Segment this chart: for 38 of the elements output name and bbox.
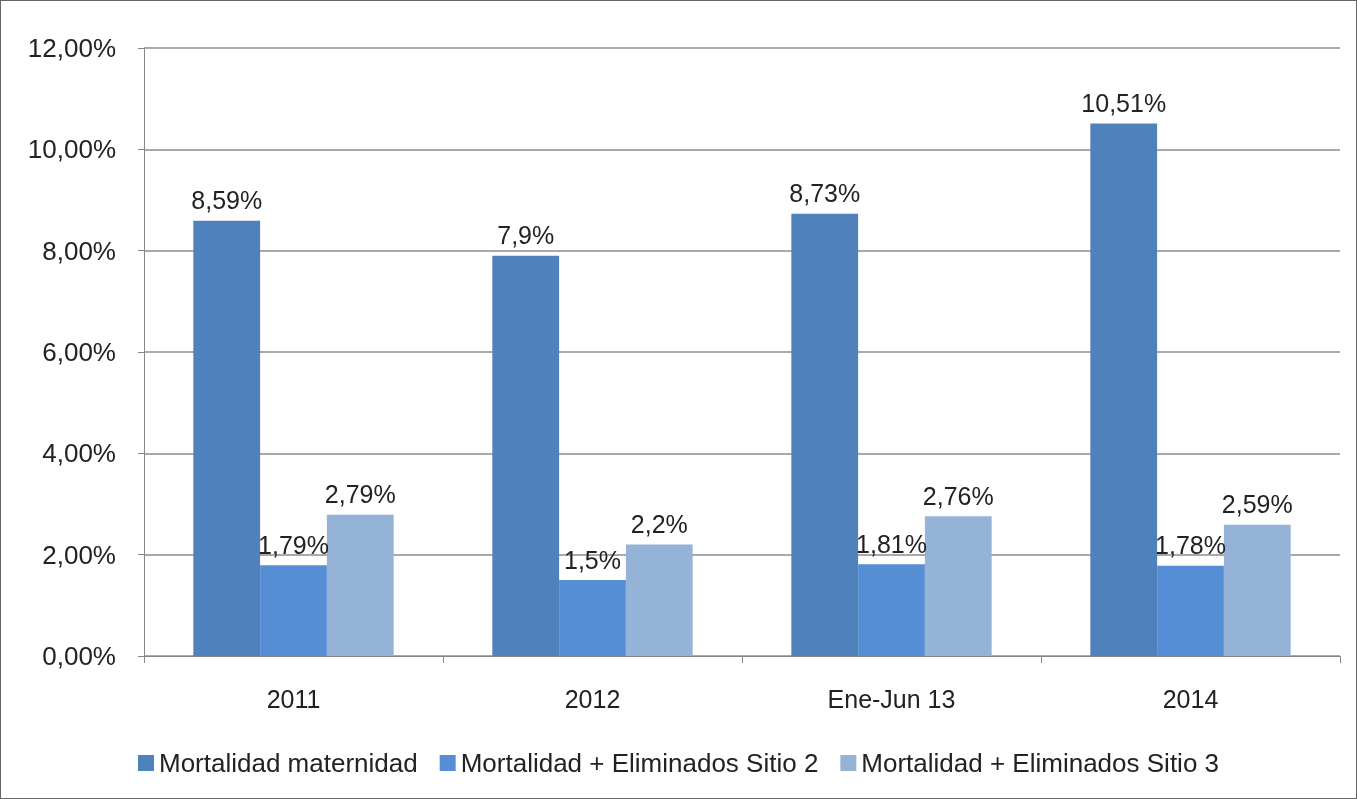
x-tick-label: 2012 xyxy=(564,684,621,713)
y-tick-label: 8,00% xyxy=(42,235,116,266)
data-label: 7,9% xyxy=(497,221,555,250)
y-tick-label: 0,00% xyxy=(42,641,116,671)
data-label: 2,76% xyxy=(922,481,994,510)
x-tick-label: Ene-Jun 13 xyxy=(827,684,956,713)
bar xyxy=(260,565,327,656)
bar xyxy=(326,514,394,656)
y-tick-label: 2,00% xyxy=(42,539,116,570)
data-label: 2,2% xyxy=(630,510,688,539)
y-tick-label: 6,00% xyxy=(42,337,116,367)
data-label: 1,5% xyxy=(564,545,621,574)
bar xyxy=(1223,524,1291,656)
data-label: 8,73% xyxy=(789,179,861,208)
bar xyxy=(492,255,560,656)
x-tick-label: 2014 xyxy=(1162,684,1219,713)
bar xyxy=(924,516,992,656)
y-tick-label: 12,00% xyxy=(27,33,116,63)
data-label: 1,78% xyxy=(1155,531,1226,560)
data-label: 10,51% xyxy=(1081,88,1167,117)
x-tick-label: 2011 xyxy=(266,684,321,713)
legend-label: Mortalidad + Eliminados Sitio 2 xyxy=(460,748,819,778)
data-label: 1,81% xyxy=(856,529,927,558)
bar xyxy=(193,220,261,656)
y-tick-label: 4,00% xyxy=(42,438,116,469)
data-label: 2,59% xyxy=(1221,490,1293,519)
bar xyxy=(791,213,859,656)
bar xyxy=(858,564,925,656)
bar xyxy=(559,580,626,656)
data-label: 1,79% xyxy=(258,530,329,559)
y-tick-label: 10,00% xyxy=(27,134,116,165)
bar xyxy=(625,544,693,656)
bar xyxy=(1157,565,1224,656)
legend-label: Mortalidad + Eliminados Sitio 3 xyxy=(861,748,1220,778)
data-label: 2,79% xyxy=(324,480,396,509)
legend-label: Mortalidad maternidad xyxy=(158,748,418,778)
data-label: 8,59% xyxy=(191,186,263,215)
bar xyxy=(1090,123,1158,656)
